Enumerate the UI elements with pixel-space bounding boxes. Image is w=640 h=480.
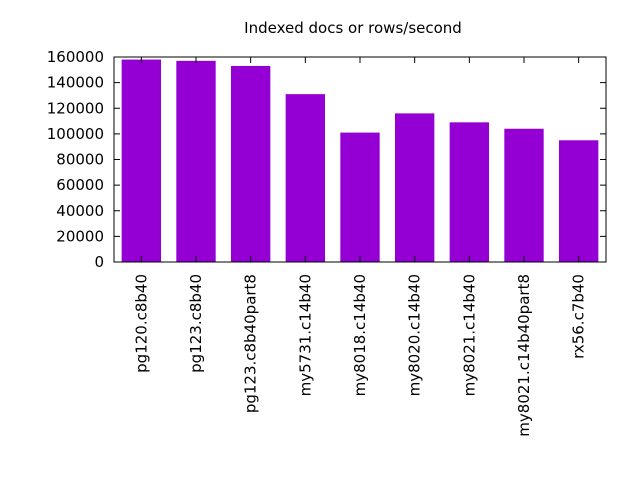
- y-tick-label: 140000: [47, 74, 104, 92]
- bar-my8021.c14b40part8: [504, 128, 544, 262]
- y-tick-label: 120000: [47, 99, 104, 117]
- x-tick-label: my8021.c14b40: [460, 274, 478, 396]
- x-tick-label: my8018.c14b40: [351, 274, 369, 396]
- bar-my5731.c14b40: [285, 94, 326, 262]
- y-tick-label: 60000: [56, 176, 104, 194]
- bar-pg123.c8b40part8: [230, 65, 271, 262]
- bar-my8020.c14b40: [394, 113, 435, 263]
- y-axis-ticks: 0 20000 40000 60000 80000 100000 120000 140000 1…: [47, 48, 606, 271]
- x-tick-label: rx56.c7b40: [570, 274, 588, 359]
- y-tick-label: 0: [94, 253, 104, 271]
- x-tick-label: my8020.c14b40: [406, 274, 424, 396]
- y-tick-label: 20000: [56, 227, 104, 245]
- bar-pg120.c8b40: [121, 59, 162, 263]
- x-axis-ticks: pg120.c8b40 pg123.c8b40 pg123.c8b40part8 my…: [132, 57, 588, 437]
- x-tick-label: my5731.c14b40: [296, 274, 314, 396]
- y-tick-label: 100000: [47, 125, 104, 143]
- chart-title: Indexed docs or rows/second: [244, 19, 462, 37]
- x-tick-label: my8021.c14b40part8: [515, 274, 533, 437]
- bar-my8021.c14b40: [449, 122, 490, 262]
- y-tick-label: 80000: [56, 151, 104, 169]
- x-tick-label: pg123.c8b40part8: [242, 274, 260, 413]
- y-tick-label: 40000: [56, 202, 104, 220]
- bar-my8018.c14b40: [340, 132, 380, 262]
- bars-layer: [121, 59, 599, 263]
- x-tick-label: pg120.c8b40: [132, 274, 150, 373]
- bar-rx56.c7b40: [558, 140, 599, 262]
- x-tick-label: pg123.c8b40: [187, 274, 205, 373]
- bar-pg123.c8b40: [176, 60, 216, 263]
- y-tick-label: 160000: [47, 48, 104, 66]
